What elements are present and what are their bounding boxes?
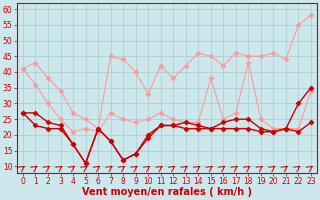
X-axis label: Vent moyen/en rafales ( km/h ): Vent moyen/en rafales ( km/h ) (82, 187, 252, 197)
